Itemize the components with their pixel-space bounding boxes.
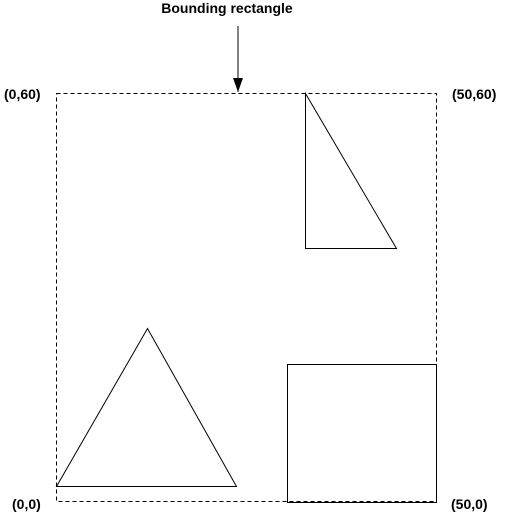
- corner-label-top-right: (50,60): [452, 86, 496, 102]
- corner-label-top-left: (0,60): [4, 86, 41, 102]
- corner-label-bottom-right: (50,0): [451, 496, 488, 512]
- right-triangle: [305, 91, 398, 249]
- title-label: Bounding rectangle: [161, 0, 293, 16]
- corner-label-bottom-left: (0,0): [12, 496, 41, 512]
- arrow-head: [233, 78, 243, 92]
- square: [287, 364, 437, 503]
- isosceles-triangle: [55, 327, 238, 487]
- bounding-rectangle: [56, 93, 437, 502]
